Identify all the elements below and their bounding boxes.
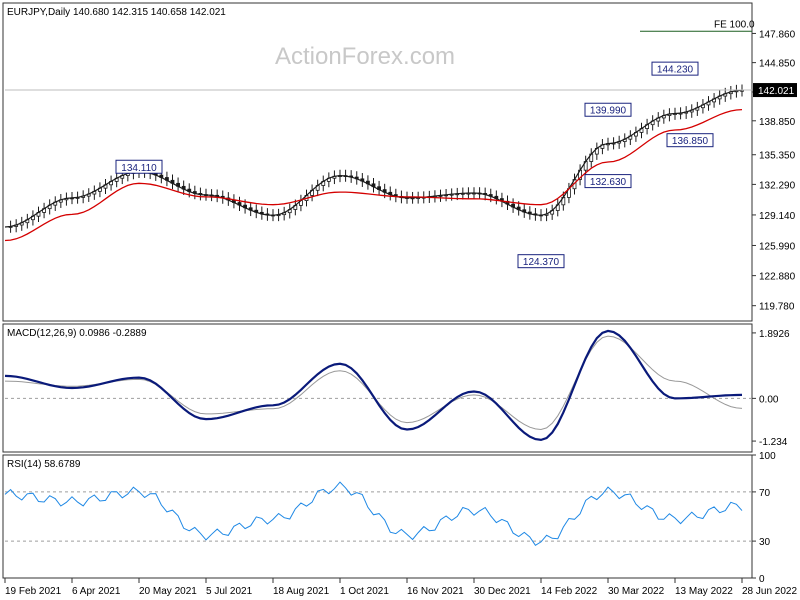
price-y-tick-label: 122.880 <box>759 272 796 283</box>
moving-average-line <box>4 108 743 242</box>
last-price-tag <box>753 83 797 98</box>
macd-line <box>4 329 743 442</box>
annotation-label: 136.850 <box>672 136 709 147</box>
x-tick-label: 6 Apr 2021 <box>72 586 121 597</box>
annotation-box <box>584 174 632 189</box>
rsi-panel <box>2 454 753 579</box>
macd-title: MACD(12,26,9) 0.0986 -0.2889 <box>7 328 147 339</box>
macd-y-tick-label: 1.8926 <box>759 329 790 340</box>
annotation-box <box>517 254 565 269</box>
x-tick-label: 19 Feb 2021 <box>5 586 62 597</box>
macd-y-tick-label: 0.00 <box>759 394 779 405</box>
x-tick-label: 20 May 2021 <box>139 586 197 597</box>
watermark: ActionForex.com <box>275 43 455 70</box>
price-y-tick-label: 132.290 <box>759 180 796 191</box>
x-tick-label: 14 Feb 2022 <box>541 586 598 597</box>
rsi-y-tick-label: 0 <box>759 574 765 585</box>
rsi-y-tick-label: 30 <box>759 537 771 548</box>
macd-series-layer: 1.8926 0.00 -1.234 <box>4 329 790 448</box>
annotation-label: 134.110 <box>121 163 157 174</box>
x-tick-label: 30 Dec 2021 <box>474 586 531 597</box>
rsi-title: RSI(14) 58.6789 <box>7 459 81 470</box>
x-tick-label: 30 Mar 2022 <box>608 586 665 597</box>
price-y-tick-label: 119.780 <box>759 302 795 313</box>
x-tick-label: 16 Nov 2021 <box>407 586 464 597</box>
x-tick-label: 28 Jun 2022 <box>742 586 797 597</box>
x-tick-label: 18 Aug 2021 <box>273 586 330 597</box>
fe-level-label: FE 100.0 <box>714 19 755 30</box>
price-y-tick-label: 135.350 <box>759 151 796 162</box>
annotation-box <box>651 61 699 76</box>
annotation-label: 144.230 <box>657 65 694 76</box>
price-title: EURJPY,Daily 140.680 142.315 140.658 142… <box>7 7 226 18</box>
price-y-tick-label: 144.850 <box>759 59 796 70</box>
price-y-tick-label: 125.990 <box>759 241 796 252</box>
annotation-box <box>584 102 632 117</box>
price-y-tick-label: 138.850 <box>759 117 796 128</box>
price-y-tick-label: 129.140 <box>759 211 796 222</box>
macd-panel <box>2 323 753 453</box>
annotation-box <box>666 133 714 148</box>
annotation-label: 124.370 <box>523 257 560 268</box>
x-tick-label: 1 Oct 2021 <box>340 586 389 597</box>
rsi-y-tick-label: 70 <box>759 488 771 499</box>
rsi-series-layer: 100 70 30 0 <box>4 451 776 585</box>
annotation-label: 132.630 <box>590 177 627 188</box>
annotation-box <box>115 159 163 174</box>
last-price-label: 142.021 <box>758 86 795 97</box>
rsi-y-tick-label: 100 <box>759 451 776 462</box>
annotation-layer: 134.110 124.370 139.990 132.630 144.230 136.8… <box>115 19 755 269</box>
x-tick-label: 5 Jul 2021 <box>206 586 253 597</box>
price-y-tick-label: 147.860 <box>759 29 796 40</box>
x-tick-label: 13 May 2022 <box>675 586 733 597</box>
price-series-layer: 147.860144.850141.820138.850135.350132.2… <box>4 29 797 313</box>
macd-y-tick-label: -1.234 <box>759 437 788 448</box>
annotation-label: 139.990 <box>590 106 627 117</box>
axis-ticks-layer: 19 Feb 2021 6 Apr 2021 20 May 2021 5 Jul 20… <box>4 578 797 597</box>
rsi-line <box>4 481 743 546</box>
